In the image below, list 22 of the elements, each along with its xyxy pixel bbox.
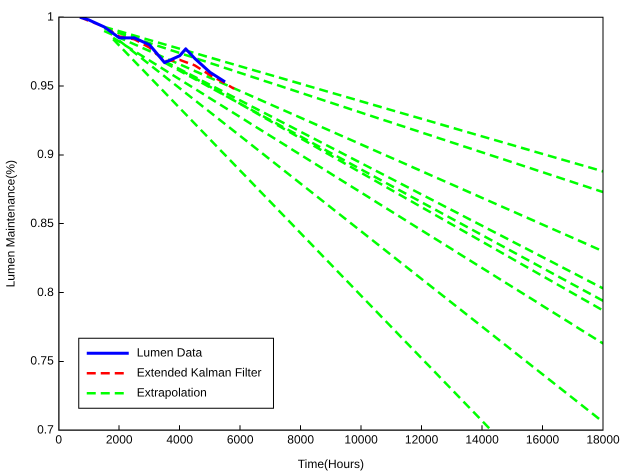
y-tick-label: 1 [47, 10, 54, 24]
y-tick-label: 0.9 [37, 147, 54, 162]
x-tick-label: 10000 [344, 432, 378, 447]
x-tick-label: 18000 [586, 432, 620, 447]
y-tick-label: 0.8 [37, 284, 54, 299]
x-tick-label: 14000 [465, 432, 500, 447]
x-axis-title: Time(Hours) [298, 457, 364, 472]
legend-label: Lumen Data [136, 346, 202, 360]
y-tick-label: 0.85 [30, 216, 54, 230]
legend-label: Extended Kalman Filter [136, 366, 262, 380]
y-tick-label: 0.75 [30, 354, 54, 368]
x-tick-label: 2000 [106, 432, 133, 447]
legend-label: Extrapolation [136, 386, 207, 400]
y-tick-label: 0.7 [37, 422, 54, 437]
x-tick-label: 6000 [226, 432, 254, 447]
x-tick-label: 12000 [404, 432, 439, 447]
x-tick-label: 16000 [526, 432, 560, 447]
x-tick-label: 8000 [287, 432, 314, 447]
x-tick-label: 0 [55, 432, 62, 447]
y-axis-title: Lumen Maintenance(%) [4, 160, 18, 288]
y-tick-label: 0.95 [30, 78, 54, 92]
x-tick-label: 4000 [166, 432, 194, 447]
